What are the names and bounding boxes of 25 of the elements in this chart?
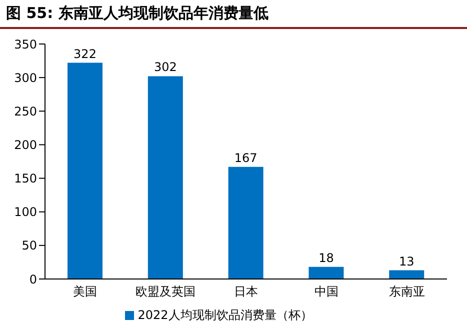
bar <box>228 166 264 279</box>
y-tick-label: 150 <box>14 172 37 186</box>
x-tick-label: 中国 <box>314 284 338 299</box>
bar <box>308 266 344 279</box>
data-label: 167 <box>234 150 258 165</box>
bar <box>389 270 424 279</box>
bar <box>148 76 183 279</box>
bar <box>68 62 103 279</box>
x-tick-label: 日本 <box>234 284 258 299</box>
y-tick-label: 0 <box>29 272 37 286</box>
y-tick-label: 200 <box>14 138 37 152</box>
data-label: 18 <box>318 250 334 265</box>
x-tick-label: 欧盟及英国 <box>136 284 196 299</box>
x-tick-label: 东南亚 <box>388 284 425 299</box>
y-tick-label: 350 <box>14 37 37 52</box>
data-label: 13 <box>398 254 414 268</box>
y-tick-label: 100 <box>14 205 37 220</box>
y-tick-label: 250 <box>14 104 37 118</box>
data-label: 302 <box>154 60 177 74</box>
data-label: 322 <box>74 46 96 61</box>
legend-label: 2022人均现制饮品消费量（杯） <box>138 308 312 322</box>
chart-title: 图 55: 东南亚人均现制饮品年消费量低 <box>6 4 268 23</box>
y-tick-label: 300 <box>14 70 37 85</box>
y-tick-label: 50 <box>22 238 37 253</box>
x-tick-label: 美国 <box>73 284 98 299</box>
